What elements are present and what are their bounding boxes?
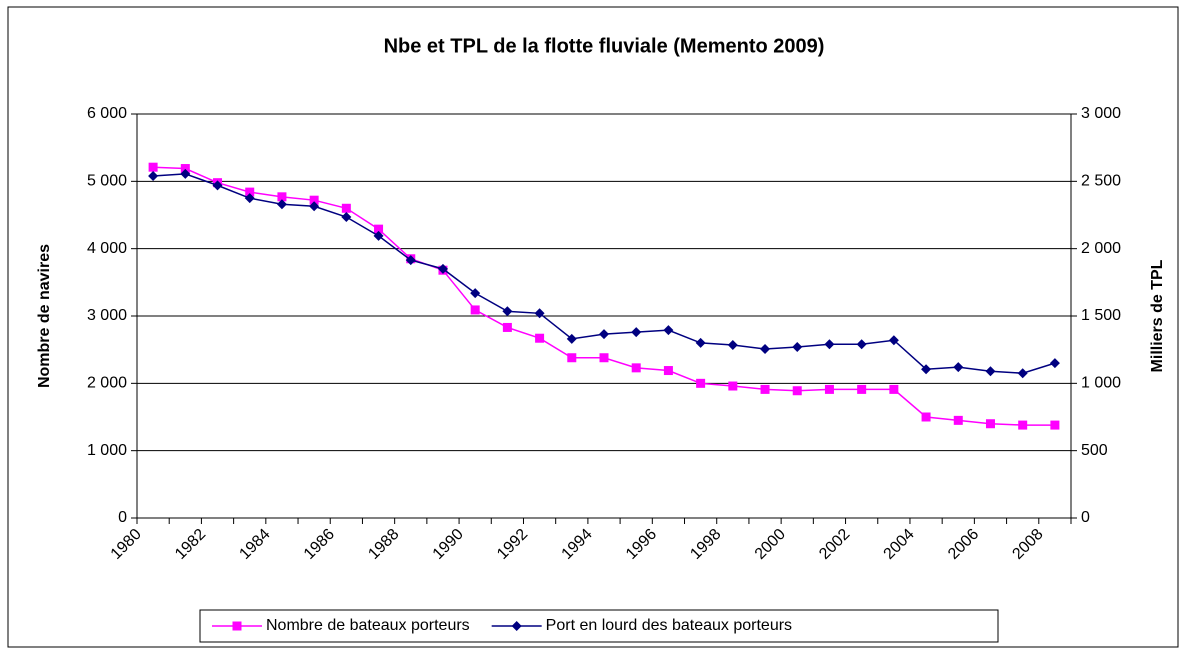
- data-point: [1017, 368, 1028, 379]
- data-point: [631, 363, 641, 373]
- legend-label: Port en lourd des bateaux porteurs: [546, 617, 792, 634]
- y-tick-label: 4 000: [87, 240, 127, 257]
- data-point: [792, 386, 802, 396]
- y2-tick-label: 500: [1081, 442, 1108, 459]
- data-point: [663, 325, 674, 336]
- y2-tick-label: 0: [1081, 509, 1090, 526]
- data-point: [631, 327, 642, 338]
- data-point: [1050, 420, 1060, 430]
- data-point: [695, 337, 706, 348]
- data-point: [824, 384, 834, 394]
- data-point: [696, 378, 706, 388]
- chart-title: Nbe et TPL de la flotte fluviale (Mement…: [384, 35, 825, 57]
- data-point: [180, 168, 191, 179]
- data-point: [276, 199, 287, 210]
- data-point: [534, 308, 545, 319]
- data-point: [1049, 358, 1060, 369]
- data-point: [857, 384, 867, 394]
- data-point: [663, 366, 673, 376]
- data-point: [792, 341, 803, 352]
- data-point: [567, 353, 577, 363]
- data-point: [148, 170, 159, 181]
- legend-marker: [511, 621, 522, 631]
- data-point: [341, 203, 351, 213]
- legend-marker: [232, 621, 242, 631]
- y-axis-title: Nombre de navires: [36, 244, 53, 388]
- y-tick-label: 5 000: [87, 173, 127, 190]
- data-point: [985, 419, 995, 429]
- data-point: [953, 362, 964, 373]
- data-point: [470, 305, 480, 315]
- y-tick-label: 0: [118, 509, 127, 526]
- data-point: [889, 384, 899, 394]
- data-point: [921, 364, 932, 375]
- data-point: [180, 164, 190, 174]
- y2-axis-title: Milliers de TPL: [1149, 259, 1166, 372]
- data-point: [405, 255, 416, 266]
- data-point: [728, 381, 738, 391]
- data-point: [437, 263, 448, 274]
- data-point: [599, 329, 609, 340]
- data-point: [212, 180, 223, 191]
- data-point: [245, 187, 255, 197]
- data-point: [760, 343, 771, 354]
- data-point: [1018, 420, 1028, 430]
- data-point: [535, 333, 545, 343]
- data-point: [341, 212, 352, 223]
- data-point: [953, 415, 963, 425]
- y2-tick-label: 2 000: [1081, 240, 1121, 257]
- legend-box: [199, 609, 999, 643]
- y-tick-label: 1 000: [87, 442, 127, 459]
- data-point: [985, 366, 996, 377]
- legend-label: Nombre de bateaux porteurs: [266, 617, 470, 634]
- y-tick-label: 2 000: [87, 375, 127, 392]
- data-point: [502, 306, 513, 317]
- legend: Nombre de bateaux porteurs Port en lourd …: [199, 609, 999, 643]
- y2-tick-label: 2 500: [1081, 173, 1121, 190]
- y-tick-label: 6 000: [87, 105, 127, 122]
- data-point: [309, 195, 319, 205]
- data-point: [470, 288, 481, 299]
- data-point: [566, 333, 577, 344]
- data-point: [760, 384, 770, 394]
- data-point: [148, 162, 158, 172]
- data-point: [856, 339, 867, 350]
- data-point: [374, 224, 384, 234]
- data-point: [727, 339, 738, 350]
- data-point: [277, 192, 287, 202]
- y2-tick-label: 1 500: [1081, 307, 1121, 324]
- data-point: [502, 322, 512, 332]
- data-point: [373, 230, 384, 241]
- data-point: [599, 353, 609, 363]
- data-point: [888, 335, 899, 346]
- data-point: [921, 412, 931, 422]
- data-point: [824, 339, 835, 350]
- data-point: [244, 193, 255, 204]
- y2-tick-label: 3 000: [1081, 105, 1121, 122]
- data-point: [309, 201, 320, 212]
- y-tick-label: 3 000: [87, 307, 127, 324]
- y2-tick-label: 1 000: [1081, 375, 1121, 392]
